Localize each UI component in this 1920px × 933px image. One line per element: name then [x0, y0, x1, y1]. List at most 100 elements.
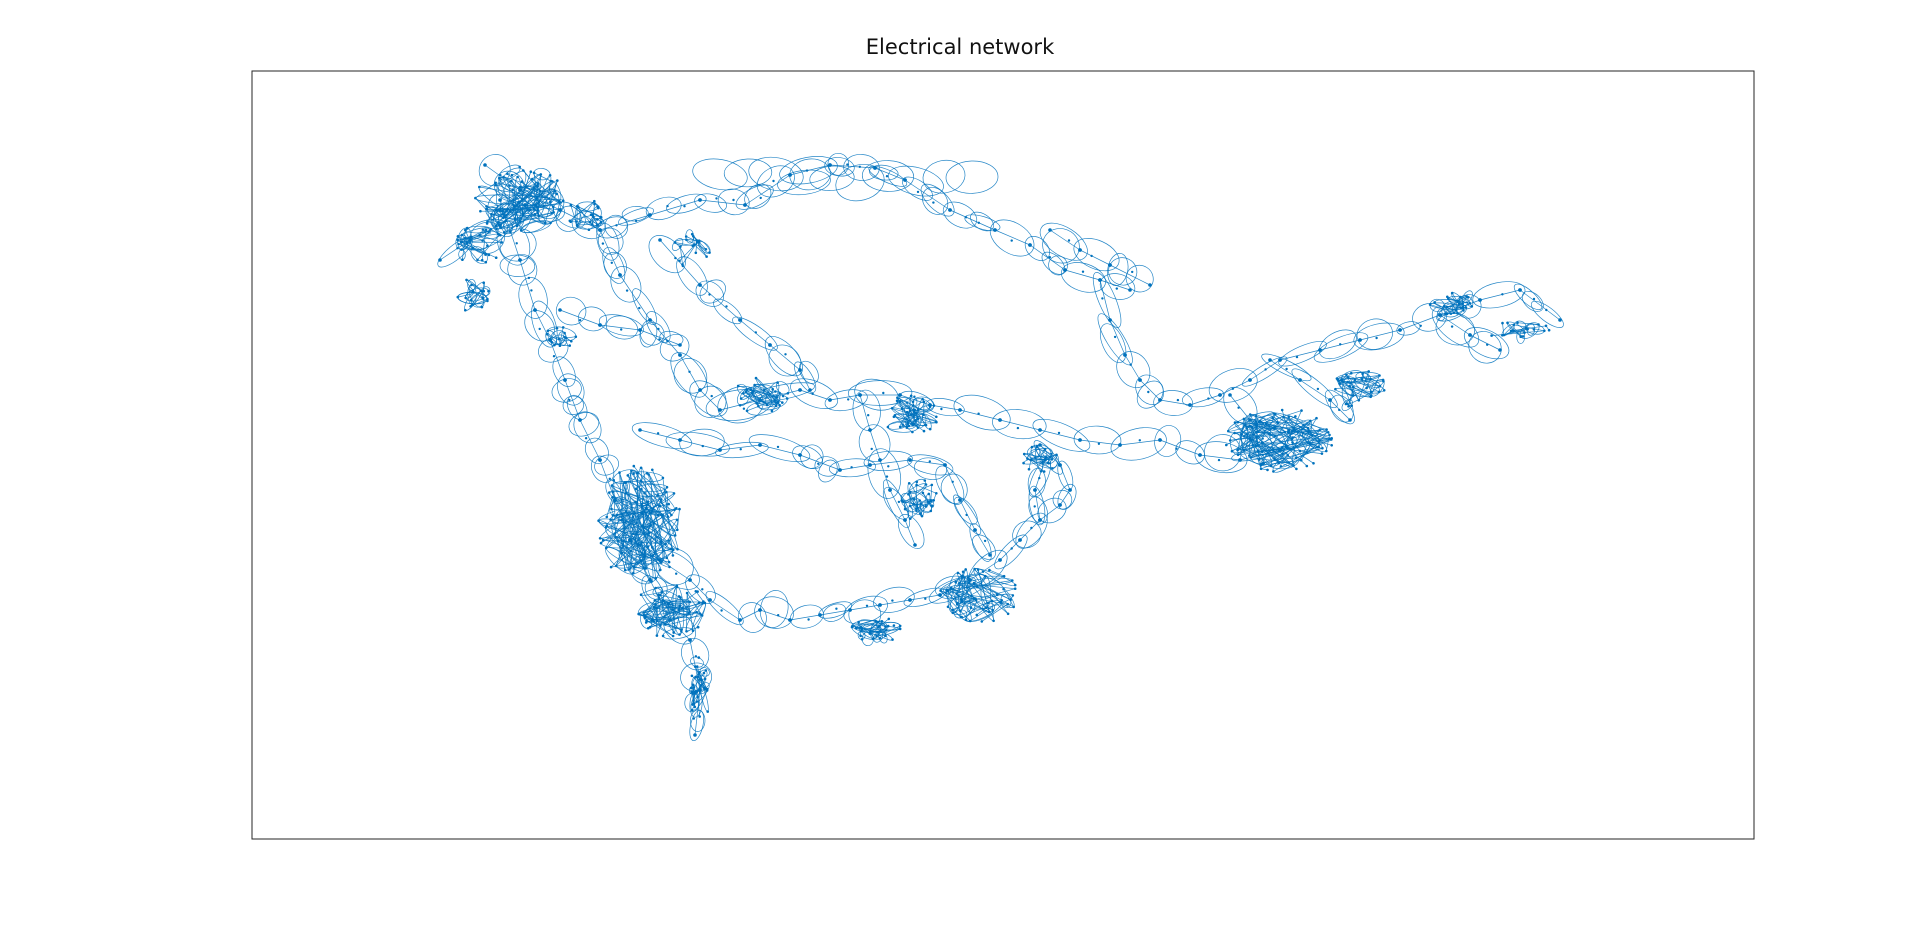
network-node-149 — [940, 407, 943, 411]
network-node-771 — [935, 415, 938, 419]
network-node-959 — [1350, 371, 1353, 375]
network-node-846 — [1248, 438, 1252, 441]
network-edge-loop-270 — [754, 596, 794, 629]
network-edge-loop-218 — [1472, 281, 1526, 309]
network-node-969 — [1370, 394, 1373, 398]
network-node-758 — [906, 410, 909, 414]
network-node-340 — [868, 428, 872, 432]
network-edge-1052 — [741, 390, 754, 399]
network-node-1155 — [859, 634, 862, 638]
network-edge-675 — [663, 600, 690, 603]
network-node-675 — [647, 626, 650, 630]
network-node-75 — [530, 289, 533, 292]
network-node-278 — [658, 558, 662, 562]
network-node-1005 — [1439, 313, 1443, 317]
network-node-637 — [667, 502, 670, 506]
network-edge-loop-148 — [925, 398, 965, 417]
network-edge-loop-73 — [518, 277, 548, 319]
network-node-762 — [892, 415, 896, 419]
network-node-382 — [504, 219, 507, 223]
network-edge-loop-1149 — [835, 164, 885, 202]
network-edge-loop-338 — [1431, 306, 1480, 348]
network-node-318 — [1030, 526, 1033, 530]
network-node-1106 — [1042, 470, 1046, 473]
network-edge-598 — [631, 487, 668, 542]
network-node-961 — [1352, 385, 1355, 389]
network-node-945 — [1291, 436, 1295, 439]
network-edge-loop-969 — [1462, 290, 1473, 304]
network-node-522 — [695, 241, 699, 244]
network-edge-237 — [1229, 394, 1251, 421]
network-edge-614 — [644, 492, 672, 516]
network-node-193 — [1108, 318, 1112, 322]
network-node-245 — [1278, 448, 1282, 452]
network-node-647 — [663, 623, 667, 626]
network-node-58 — [468, 238, 472, 242]
network-node-958 — [1377, 390, 1381, 394]
network-edge-888 — [1274, 457, 1297, 460]
network-node-693 — [696, 625, 700, 629]
network-node-718 — [690, 690, 694, 694]
network-node-1063 — [754, 376, 758, 380]
network-node-865 — [1326, 431, 1330, 434]
network-node-1147 — [892, 624, 896, 627]
network-node-518 — [678, 259, 681, 263]
network-node-672 — [655, 634, 659, 637]
network-node-541 — [626, 474, 630, 477]
network-node-208 — [1218, 393, 1222, 397]
network-node-259 — [739, 448, 742, 451]
network-edge-loop-72 — [499, 254, 536, 277]
network-edge-80 — [549, 339, 566, 381]
network-node-1144 — [884, 634, 887, 638]
network-node-603 — [601, 538, 605, 542]
network-node-403 — [518, 220, 522, 223]
network-nodes — [438, 163, 1562, 737]
network-edge-loop-13 — [604, 214, 629, 239]
network-edge-443 — [457, 236, 478, 261]
network-edge-loop-347 — [1073, 238, 1120, 272]
network-node-551 — [659, 540, 662, 544]
network-node-222 — [1375, 336, 1378, 340]
network-node-386 — [556, 179, 559, 182]
network-edge-429 — [523, 170, 541, 192]
network-edge-loop-245 — [748, 434, 811, 462]
network-node-679 — [685, 630, 688, 633]
network-node-67 — [498, 198, 502, 202]
network-node-631 — [673, 508, 676, 512]
network-node-192 — [1101, 297, 1104, 300]
network-node-440 — [512, 204, 516, 207]
network-edge-574 — [644, 512, 652, 557]
network-edge-1113 — [566, 336, 576, 339]
network-node-834 — [946, 589, 949, 593]
network-node-331 — [958, 498, 962, 502]
network-node-823 — [974, 598, 978, 602]
network-node-889 — [1294, 415, 1297, 418]
network-node-1119 — [481, 297, 485, 300]
network-node-912 — [1272, 470, 1275, 473]
network-edge-54 — [1099, 279, 1131, 291]
network-edge-760 — [952, 597, 975, 611]
network-node-794 — [959, 598, 963, 601]
network-edge-495 — [679, 246, 683, 265]
network-node-625 — [611, 490, 614, 494]
network-node-79 — [548, 338, 552, 342]
network-node-1117 — [482, 281, 486, 285]
network-edge-loop-1151 — [888, 165, 944, 197]
network-node-689 — [700, 614, 704, 617]
network-node-219 — [1339, 343, 1342, 346]
network-node-93 — [620, 518, 623, 521]
network-node-709 — [692, 686, 696, 689]
network-edge-loop-236 — [1223, 386, 1258, 425]
network-edge-loop-150 — [953, 394, 1011, 431]
network-node-1000 — [1454, 309, 1458, 312]
network-edge-loop-306 — [940, 473, 968, 504]
network-node-1060 — [786, 392, 790, 395]
network-node-1021 — [1506, 321, 1509, 325]
network-node-1162 — [891, 638, 894, 641]
network-node-749 — [922, 400, 926, 404]
network-edge-loop-179 — [605, 315, 639, 340]
network-node-1072 — [774, 404, 778, 408]
network-node-698 — [698, 612, 701, 615]
network-node-825 — [1006, 602, 1010, 606]
network-node-810 — [946, 605, 950, 609]
